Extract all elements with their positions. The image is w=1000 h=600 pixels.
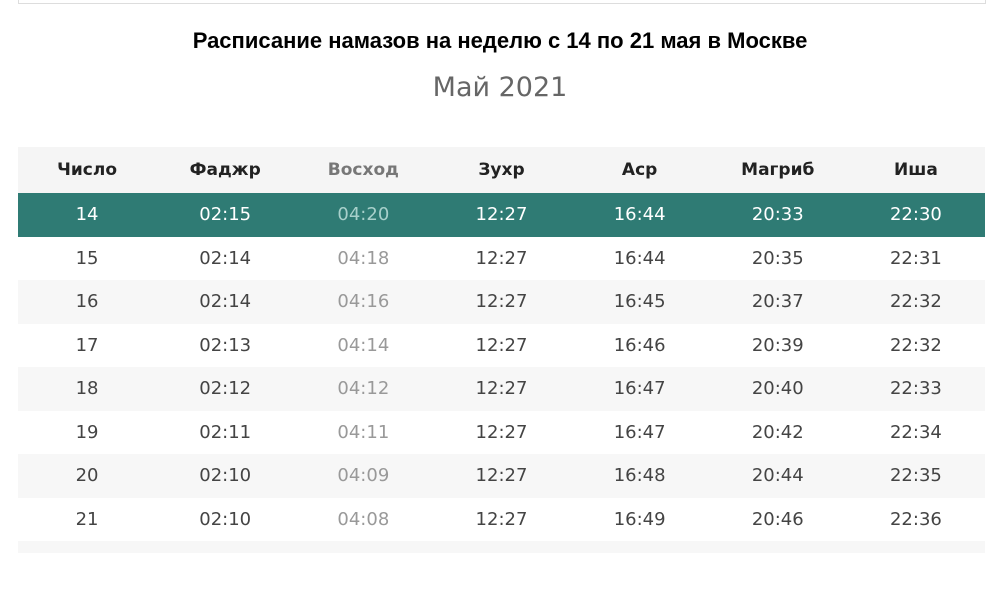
table-cell: 20:39 — [751, 334, 804, 356]
table-cell: 12:27 — [475, 291, 528, 313]
title: Расписание намазов на неделю с 14 по 21 … — [192, 28, 808, 53]
table-cell: 22:34 — [889, 421, 942, 443]
column-header: Магриб — [741, 160, 815, 180]
table-row[interactable]: 18 02:12 04:12 12:27 16:47 20:40 22:33 — [18, 367, 985, 411]
schedule-table: Число Фаджр Восход Зухр Аср Магриб Иша 14 02:15 0… — [18, 147, 985, 553]
table-cell: 20:33 — [751, 204, 804, 226]
table-cell: 02:14 — [199, 291, 252, 313]
column-header: Восход — [327, 160, 399, 180]
table-cell: 22:30 — [889, 204, 942, 226]
table-cell: 16:47 — [613, 421, 666, 443]
subtitle: Май 2021 — [432, 72, 568, 103]
table-cell: 22:31 — [889, 247, 942, 269]
table-cell: 02:14 — [199, 247, 252, 269]
table-cell: 02:13 — [199, 334, 252, 356]
table-cell: 12:27 — [475, 247, 528, 269]
table-cell: 12:27 — [475, 378, 528, 400]
table-cell: 21 — [75, 508, 99, 530]
table-cell: 15 — [75, 247, 99, 269]
table-cell: 12:27 — [475, 465, 528, 487]
table-cell: 16 — [75, 291, 99, 313]
table-cell: 22:35 — [889, 465, 942, 487]
table-cell: 16:45 — [613, 291, 666, 313]
table-cell: 02:10 — [199, 465, 252, 487]
table-cell: 16:47 — [613, 378, 666, 400]
column-header: Иша — [894, 160, 938, 180]
table-cell: 20:44 — [751, 465, 804, 487]
table-cell: 04:18 — [337, 247, 390, 269]
table-cell: 18 — [75, 378, 99, 400]
table-row[interactable]: 15 02:14 04:18 12:27 16:44 20:35 22:31 — [18, 237, 985, 281]
header-row: Число Фаджр Восход Зухр Аср Магриб Иша — [18, 147, 985, 193]
table-cell: 20:42 — [751, 421, 804, 443]
column-header: Число — [57, 160, 117, 180]
table-cell: 20:40 — [751, 378, 804, 400]
table-cell: 04:12 — [337, 378, 390, 400]
table-cell: 22:36 — [889, 508, 942, 530]
table-cell: 04:14 — [337, 334, 390, 356]
clipped-row — [18, 541, 985, 553]
table-cell: 16:49 — [613, 508, 666, 530]
column-header: Фаджр — [189, 160, 261, 180]
table-cell: 12:27 — [475, 334, 528, 356]
table-cell: 16:46 — [613, 334, 666, 356]
table-cell: 04:08 — [337, 508, 390, 530]
table-cell: 04:09 — [337, 465, 390, 487]
table-cell: 16:44 — [613, 204, 666, 226]
table-cell: 22:32 — [889, 334, 942, 356]
table-cell: 22:32 — [889, 291, 942, 313]
table-cell: 22:33 — [889, 378, 942, 400]
column-header: Зухр — [478, 160, 525, 180]
table-cell: 04:11 — [337, 421, 390, 443]
table-row[interactable]: 14 02:15 04:20 12:27 16:44 20:33 22:30 — [18, 193, 985, 237]
table-cell: 19 — [75, 421, 99, 443]
top-box — [18, 0, 986, 4]
table-cell: 16:44 — [613, 247, 666, 269]
table-cell: 20 — [75, 465, 99, 487]
column-header: Аср — [621, 160, 658, 180]
table-cell: 04:16 — [337, 291, 390, 313]
table-cell: 14 — [75, 204, 99, 226]
table-cell: 02:12 — [199, 378, 252, 400]
table-cell: 12:27 — [475, 421, 528, 443]
table-cell: 02:15 — [199, 204, 252, 226]
table-cell: 16:48 — [613, 465, 666, 487]
table-row[interactable]: 20 02:10 04:09 12:27 16:48 20:44 22:35 — [18, 454, 985, 498]
table-cell: 12:27 — [475, 508, 528, 530]
table-cell: 02:10 — [199, 508, 252, 530]
table-row[interactable]: 19 02:11 04:11 12:27 16:47 20:42 22:34 — [18, 411, 985, 455]
table-cell: 20:37 — [751, 291, 804, 313]
table-cell: 04:20 — [337, 204, 390, 226]
table-cell: 02:11 — [199, 421, 252, 443]
table-cell: 20:46 — [751, 508, 804, 530]
table-cell: 12:27 — [475, 204, 528, 226]
table-row[interactable]: 16 02:14 04:16 12:27 16:45 20:37 22:32 — [18, 280, 985, 324]
table-cell: 20:35 — [751, 247, 804, 269]
table-row[interactable]: 17 02:13 04:14 12:27 16:46 20:39 22:32 — [18, 324, 985, 368]
table-row[interactable]: 21 02:10 04:08 12:27 16:49 20:46 22:36 — [18, 498, 985, 542]
table-cell: 17 — [75, 334, 99, 356]
